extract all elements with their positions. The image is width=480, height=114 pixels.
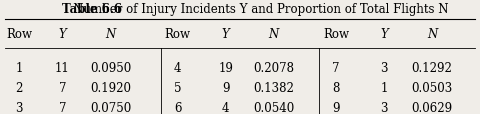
- Text: 3: 3: [380, 101, 388, 114]
- Text: 5: 5: [174, 81, 181, 94]
- Text: 7: 7: [332, 62, 340, 75]
- Text: 0.1292: 0.1292: [411, 62, 453, 75]
- Text: Number of Injury Incidents Y and Proportion of Total Flights N: Number of Injury Incidents Y and Proport…: [62, 3, 449, 16]
- Text: 4: 4: [222, 101, 229, 114]
- Text: Y: Y: [222, 28, 229, 41]
- Text: 8: 8: [332, 81, 340, 94]
- Text: 0.0950: 0.0950: [90, 62, 131, 75]
- Text: 0.0629: 0.0629: [411, 101, 453, 114]
- Text: Row: Row: [323, 28, 349, 41]
- Text: 9: 9: [222, 81, 229, 94]
- Text: 3: 3: [15, 101, 23, 114]
- Text: N: N: [268, 28, 279, 41]
- Text: 6: 6: [174, 101, 181, 114]
- Text: 2: 2: [15, 81, 23, 94]
- Text: 3: 3: [380, 62, 388, 75]
- Text: 4: 4: [174, 62, 181, 75]
- Text: 19: 19: [218, 62, 233, 75]
- Text: 0.1920: 0.1920: [90, 81, 131, 94]
- Text: 0.0503: 0.0503: [411, 81, 453, 94]
- Text: N: N: [105, 28, 116, 41]
- Text: 0.2078: 0.2078: [253, 62, 294, 75]
- Text: Row: Row: [6, 28, 32, 41]
- Text: 1: 1: [15, 62, 23, 75]
- Text: 1: 1: [380, 81, 388, 94]
- Text: 11: 11: [55, 62, 70, 75]
- Text: 7: 7: [59, 81, 66, 94]
- Text: 0.0540: 0.0540: [253, 101, 294, 114]
- Text: 0.1382: 0.1382: [253, 81, 294, 94]
- Text: Y: Y: [380, 28, 388, 41]
- Text: 9: 9: [332, 101, 340, 114]
- Text: N: N: [427, 28, 437, 41]
- Text: Table 6.6: Table 6.6: [62, 3, 122, 16]
- Text: Row: Row: [165, 28, 191, 41]
- Text: 0.0750: 0.0750: [90, 101, 131, 114]
- Text: Y: Y: [59, 28, 66, 41]
- Text: 7: 7: [59, 101, 66, 114]
